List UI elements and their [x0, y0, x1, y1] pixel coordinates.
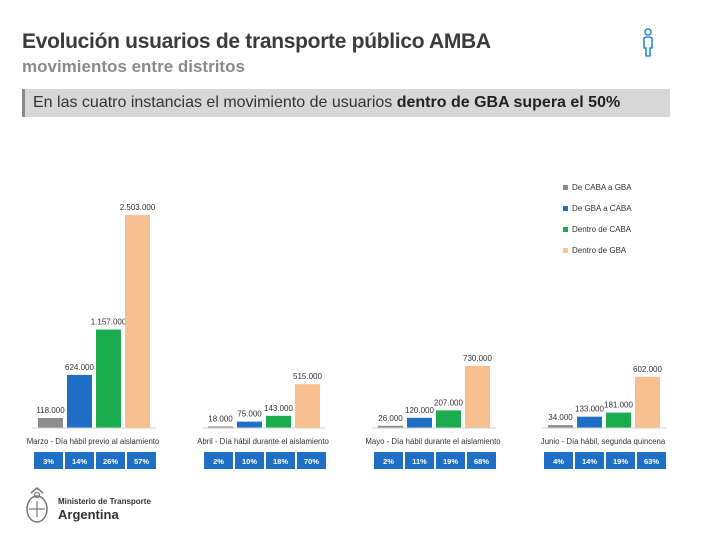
percentage-label: 63%	[644, 457, 659, 466]
bar	[67, 374, 92, 428]
bar	[266, 415, 291, 428]
bar	[125, 215, 150, 428]
category-label: Mayo - Día hábil durante el aislamiento	[365, 437, 501, 446]
percentage-label: 70%	[304, 457, 319, 466]
data-label: 207.000	[434, 398, 463, 407]
page-title: Evolución usuarios de transporte público…	[22, 30, 491, 53]
data-label: 2.503.000	[120, 203, 156, 212]
percentage-box	[374, 452, 403, 469]
percentage-box	[235, 452, 264, 469]
data-label: 602.000	[633, 365, 662, 374]
percentage-label: 68%	[474, 457, 489, 466]
percentage-box	[544, 452, 573, 469]
legend-swatch	[563, 227, 568, 232]
bar	[295, 384, 320, 428]
bar	[635, 376, 660, 428]
data-label: 120.000	[405, 406, 434, 415]
bar	[465, 365, 490, 428]
bar	[237, 421, 262, 428]
percentage-box	[467, 452, 496, 469]
category-label: Marzo - Día hábil previo al aislamiento	[27, 437, 160, 446]
legend-label: Dentro de CABA	[572, 225, 632, 234]
data-label: 18.000	[208, 414, 233, 423]
data-label: 118.000	[36, 406, 65, 415]
banner-text: En las cuatro instancias el movimiento d…	[33, 94, 397, 111]
data-label: 143.000	[264, 404, 293, 413]
page-subtitle: movimientos entre distritos	[22, 57, 245, 76]
percentage-label: 2%	[213, 457, 224, 466]
ministry-name: Ministerio de Transporte	[58, 497, 151, 506]
percentage-label: 19%	[613, 457, 628, 466]
percentage-box	[127, 452, 156, 469]
percentage-label: 14%	[582, 457, 597, 466]
data-label: 34.000	[548, 413, 573, 422]
percentage-box	[34, 452, 63, 469]
bar	[378, 425, 403, 428]
country-name: Argentina	[58, 507, 119, 522]
data-label: 133.000	[575, 405, 604, 414]
bar	[208, 426, 233, 428]
headline-banner: En las cuatro instancias el movimiento d…	[22, 89, 670, 117]
bar	[407, 417, 432, 428]
percentage-label: 3%	[43, 457, 54, 466]
legend-swatch	[563, 248, 568, 253]
data-label: 730.000	[463, 354, 492, 363]
percentage-label: 19%	[443, 457, 458, 466]
banner-highlight: dentro de GBA supera el 50%	[396, 94, 621, 111]
percentage-box	[405, 452, 434, 469]
bar	[606, 412, 631, 428]
percentage-box	[297, 452, 326, 469]
bar	[577, 416, 602, 428]
percentage-label: 10%	[242, 457, 257, 466]
percentage-box	[204, 452, 233, 469]
percentage-label: 11%	[412, 457, 427, 466]
percentage-label: 14%	[72, 457, 87, 466]
data-label: 26.000	[378, 414, 403, 423]
data-label: 624.000	[65, 363, 94, 372]
legend-label: Dentro de GBA	[572, 246, 627, 255]
percentage-box	[65, 452, 94, 469]
bar	[436, 410, 461, 428]
percentage-box	[637, 452, 666, 469]
bar	[38, 417, 63, 428]
bar	[96, 329, 121, 428]
bar	[548, 425, 573, 428]
percentage-box	[436, 452, 465, 469]
category-label: Abril - Día hábil durante el aislamiento	[197, 437, 329, 446]
percentage-box	[575, 452, 604, 469]
category-label: Junio - Día hábil, segunda quincena	[541, 437, 666, 446]
percentage-label: 4%	[553, 457, 564, 466]
legend-label: De GBA a CABA	[572, 204, 632, 213]
percentage-label: 18%	[273, 457, 288, 466]
data-label: 181.000	[604, 401, 633, 410]
data-label: 75.000	[237, 410, 262, 419]
percentage-label: 26%	[103, 457, 118, 466]
percentage-box	[96, 452, 125, 469]
percentage-box	[266, 452, 295, 469]
percentage-box	[606, 452, 635, 469]
data-label: 1.157.000	[91, 318, 127, 327]
legend-swatch	[563, 185, 568, 190]
legend-swatch	[563, 206, 568, 211]
data-label: 515.000	[293, 372, 322, 381]
legend-label: De CABA a GBA	[572, 183, 632, 192]
person-icon	[643, 28, 653, 57]
percentage-label: 57%	[134, 457, 149, 466]
argentina-coat-of-arms-logo	[26, 487, 48, 523]
percentage-label: 2%	[383, 457, 394, 466]
